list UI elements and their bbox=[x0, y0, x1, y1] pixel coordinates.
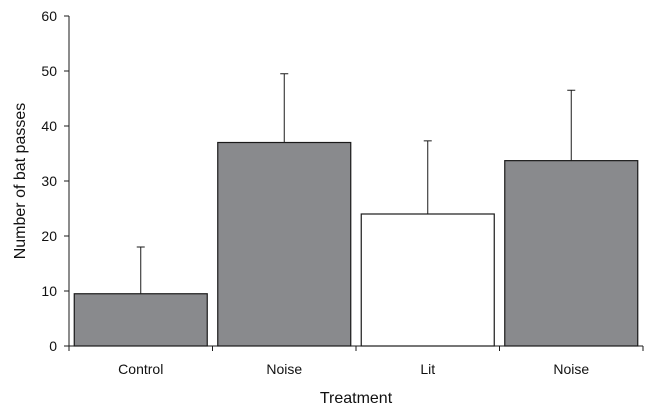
y-axis-ticks: 0 10 20 30 40 50 60 bbox=[41, 8, 69, 354]
bar bbox=[217, 141, 352, 347]
x-axis-ticks: Control Noise Lit Noise bbox=[68, 346, 644, 377]
y-tick-label: 40 bbox=[41, 118, 57, 134]
x-axis-title: Treatment bbox=[320, 390, 393, 407]
x-tick-label: Lit bbox=[420, 361, 435, 377]
y-tick-label: 30 bbox=[41, 173, 57, 189]
y-tick-label: 60 bbox=[41, 8, 57, 24]
y-tick-label: 20 bbox=[41, 228, 57, 244]
bar bbox=[73, 293, 208, 347]
x-tick-label: Noise bbox=[266, 361, 302, 377]
y-tick-label: 0 bbox=[49, 338, 57, 354]
x-tick-label: Noise bbox=[553, 361, 589, 377]
bar bbox=[504, 160, 639, 347]
y-tick-label: 10 bbox=[41, 283, 57, 299]
bar bbox=[360, 213, 495, 347]
x-tick-label: Control bbox=[118, 361, 163, 377]
y-tick-label: 50 bbox=[41, 63, 57, 79]
y-axis-title: Number of bat passes bbox=[12, 103, 29, 260]
plot-area bbox=[73, 73, 639, 347]
